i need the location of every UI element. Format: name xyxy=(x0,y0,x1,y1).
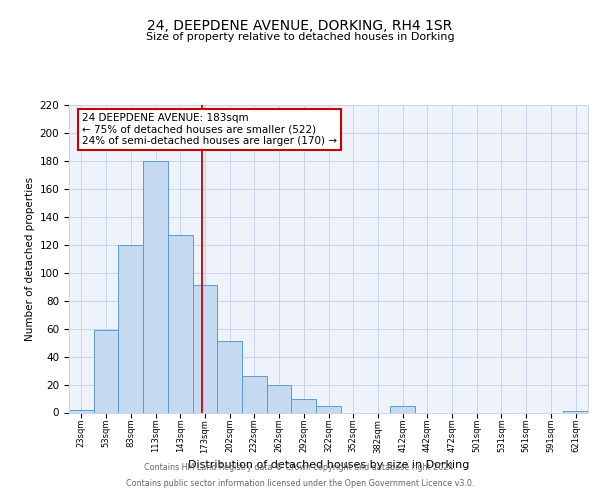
Bar xyxy=(242,376,267,412)
Bar xyxy=(193,286,217,412)
Y-axis label: Number of detached properties: Number of detached properties xyxy=(25,176,35,341)
Bar xyxy=(563,411,588,412)
Text: Contains HM Land Registry data © Crown copyright and database right 2024.: Contains HM Land Registry data © Crown c… xyxy=(144,464,456,472)
Bar xyxy=(316,406,341,412)
Bar xyxy=(69,410,94,412)
Bar xyxy=(94,330,118,412)
Bar xyxy=(267,384,292,412)
Bar xyxy=(143,161,168,412)
X-axis label: Distribution of detached houses by size in Dorking: Distribution of detached houses by size … xyxy=(188,460,469,469)
Text: Size of property relative to detached houses in Dorking: Size of property relative to detached ho… xyxy=(146,32,454,42)
Bar xyxy=(217,341,242,412)
Text: 24, DEEPDENE AVENUE, DORKING, RH4 1SR: 24, DEEPDENE AVENUE, DORKING, RH4 1SR xyxy=(148,18,452,32)
Bar xyxy=(118,245,143,412)
Text: Contains public sector information licensed under the Open Government Licence v3: Contains public sector information licen… xyxy=(126,478,474,488)
Bar xyxy=(168,235,193,412)
Bar xyxy=(390,406,415,412)
Bar xyxy=(292,398,316,412)
Text: 24 DEEPDENE AVENUE: 183sqm
← 75% of detached houses are smaller (522)
24% of sem: 24 DEEPDENE AVENUE: 183sqm ← 75% of deta… xyxy=(82,112,337,146)
